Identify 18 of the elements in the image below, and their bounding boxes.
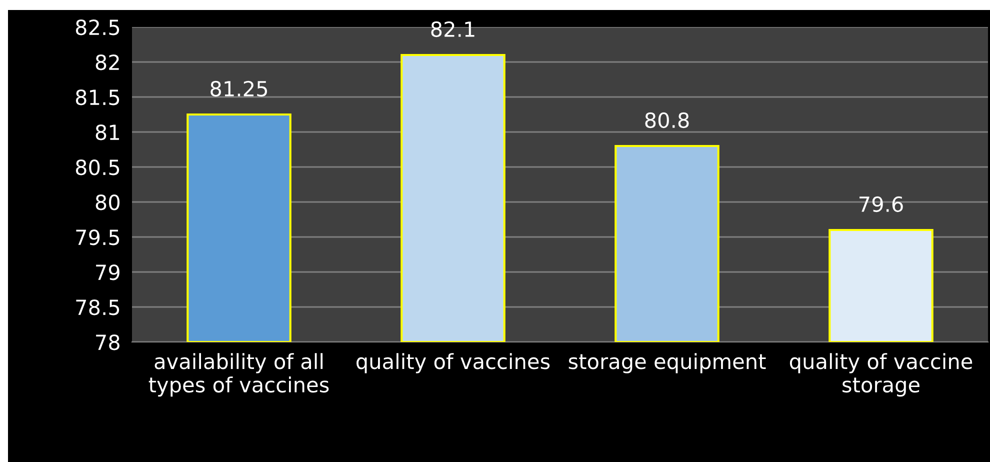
y-tick-label: 82 [96, 54, 119, 70]
y-tick-label: 80 [96, 194, 120, 210]
data-label: 82.1 [431, 21, 474, 38]
data-label: 81.25 [210, 80, 267, 97]
y-tick-label: 78 [96, 334, 120, 350]
y-tick-label: 79.5 [76, 229, 120, 246]
y-tick-label: 81.5 [76, 89, 120, 106]
data-label: 80.8 [645, 112, 689, 128]
y-tick-label: 82.5 [76, 19, 120, 36]
y-tick-label: 79 [96, 264, 120, 280]
y-tick-label: 78.5 [76, 299, 120, 316]
x-tick-label: availability of all types of vaccines [148, 353, 329, 397]
x-tick-label: quality of vaccines [356, 353, 550, 374]
x-tick-label: quality of vaccine storage [790, 353, 972, 397]
data-label: 79.6 [860, 196, 903, 212]
y-tick-label: 80.5 [76, 159, 120, 176]
x-tick-label: storage equipment [568, 353, 766, 374]
y-tick-label: 81 [96, 124, 119, 140]
